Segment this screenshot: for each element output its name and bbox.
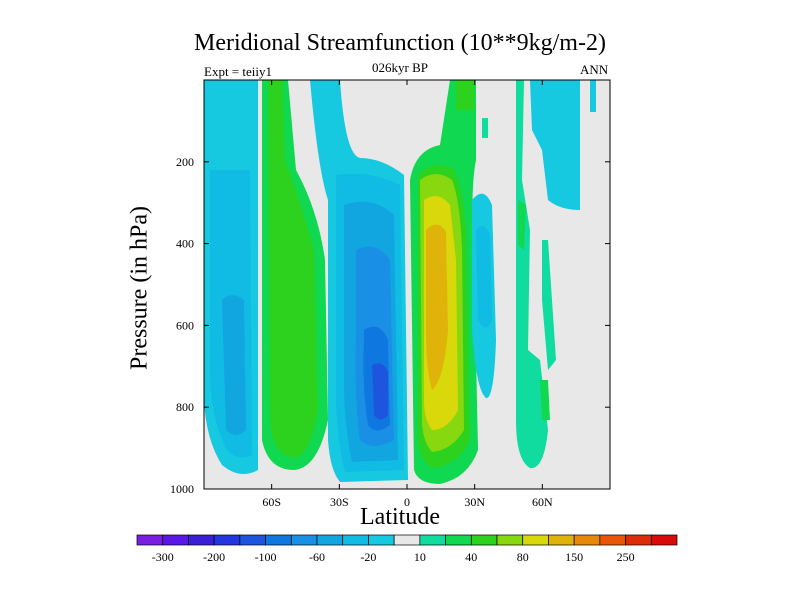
colorbar-box bbox=[445, 534, 472, 546]
colorbar-label: -100 bbox=[255, 550, 277, 564]
colorbar-label: 150 bbox=[565, 550, 583, 564]
colorbar-box bbox=[522, 534, 549, 546]
colorbar-label: -60 bbox=[309, 550, 325, 564]
colorbar-box bbox=[342, 534, 369, 546]
y-tick-label: 600 bbox=[176, 318, 194, 332]
x-tick-label: 60S bbox=[262, 495, 281, 509]
colorbar-label: -200 bbox=[203, 550, 225, 564]
colorbar-box bbox=[213, 534, 241, 546]
colorbar-box bbox=[599, 534, 626, 546]
contour-nferrel-2 bbox=[476, 226, 492, 328]
colorbar-box bbox=[573, 534, 601, 546]
y-tick-label: 200 bbox=[176, 155, 194, 169]
y-tick-label: 1000 bbox=[170, 482, 194, 496]
colorbar-box bbox=[162, 534, 189, 546]
colorbar-box bbox=[548, 534, 575, 546]
colorbar-box bbox=[188, 534, 215, 546]
chart-subtitle: 026kyr BP bbox=[372, 60, 428, 75]
x-tick-label: 0 bbox=[404, 495, 410, 509]
season-annotation: ANN bbox=[580, 62, 609, 77]
chart-title: Meridional Streamfunction (10**9kg/m-2) bbox=[194, 30, 606, 56]
contour-patch-1 bbox=[482, 118, 488, 138]
contour-npolar-3 bbox=[518, 200, 526, 250]
colorbar-label: 40 bbox=[465, 550, 477, 564]
colorbar-box bbox=[419, 534, 446, 546]
y-tick-label: 400 bbox=[176, 237, 194, 251]
colorbar-box bbox=[470, 534, 498, 546]
x-tick-label: 30S bbox=[330, 495, 349, 509]
colorbar-box bbox=[368, 534, 395, 546]
contour-patch-3 bbox=[590, 80, 596, 112]
colorbar-label: -20 bbox=[360, 550, 376, 564]
contour-patch-2 bbox=[456, 80, 474, 110]
colorbar-box bbox=[136, 534, 164, 546]
x-tick-label: 30N bbox=[464, 495, 485, 509]
colorbar-box bbox=[265, 534, 292, 546]
colorbar-box bbox=[650, 534, 678, 546]
contour-sferrel-inner bbox=[268, 80, 318, 458]
colorbar-box bbox=[316, 534, 344, 546]
colorbar-box bbox=[496, 534, 524, 546]
colorbar-box bbox=[239, 534, 266, 546]
contour-nhadley-core bbox=[426, 224, 448, 390]
contour-npolar-1 bbox=[516, 80, 548, 469]
contour-shadley-6 bbox=[372, 363, 388, 420]
colorbar-box bbox=[625, 534, 652, 546]
colorbar-label: 10 bbox=[414, 550, 426, 564]
contour-nupper bbox=[530, 80, 580, 210]
contour-npolar-2 bbox=[542, 240, 556, 370]
experiment-annotation: Expt = teiiy1 bbox=[204, 64, 272, 79]
colorbar-box bbox=[393, 534, 421, 546]
x-tick-label: 60N bbox=[532, 495, 553, 509]
colorbar-label: 80 bbox=[517, 550, 529, 564]
y-tick-label: 800 bbox=[176, 400, 194, 414]
x-axis-label: Latitude bbox=[360, 504, 440, 530]
colorbar-label: -300 bbox=[152, 550, 174, 564]
contour-spolar-core bbox=[222, 295, 246, 435]
colorbar-box bbox=[290, 534, 318, 546]
contour-npolar-4 bbox=[540, 380, 550, 420]
colorbar-label: 250 bbox=[617, 550, 635, 564]
